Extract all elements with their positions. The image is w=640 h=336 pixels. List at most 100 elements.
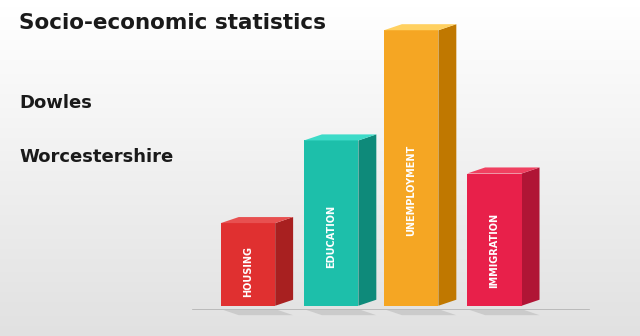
Bar — [0, 134, 640, 336]
Bar — [0, 178, 640, 336]
Polygon shape — [384, 309, 456, 315]
Bar — [0, 323, 640, 336]
Bar — [0, 205, 640, 336]
Bar — [0, 215, 640, 336]
Bar — [0, 252, 640, 336]
Bar — [0, 44, 640, 336]
Bar — [0, 249, 640, 336]
Bar — [0, 64, 640, 336]
Bar — [0, 333, 640, 336]
Bar — [0, 235, 640, 336]
Bar — [0, 71, 640, 336]
Polygon shape — [221, 309, 293, 315]
Bar — [0, 114, 640, 336]
Bar — [0, 245, 640, 336]
Bar — [0, 87, 640, 336]
Bar — [0, 265, 640, 336]
Bar — [0, 185, 640, 336]
Bar — [0, 131, 640, 336]
Bar — [0, 74, 640, 336]
Bar — [0, 242, 640, 336]
Bar — [0, 309, 640, 336]
Bar — [0, 279, 640, 336]
Bar — [0, 118, 640, 336]
Bar — [0, 299, 640, 336]
Bar — [0, 225, 640, 336]
Bar — [0, 282, 640, 336]
Bar — [0, 121, 640, 336]
Bar — [0, 175, 640, 336]
Polygon shape — [467, 309, 540, 315]
Bar — [0, 124, 640, 336]
Polygon shape — [221, 223, 275, 306]
Polygon shape — [275, 217, 293, 306]
Bar — [0, 222, 640, 336]
Bar — [0, 202, 640, 336]
Bar — [0, 192, 640, 336]
Bar — [0, 195, 640, 336]
Bar — [0, 77, 640, 336]
Bar — [0, 155, 640, 336]
Polygon shape — [384, 24, 456, 30]
Bar — [0, 312, 640, 336]
Bar — [0, 188, 640, 336]
Bar — [0, 67, 640, 336]
Bar — [0, 292, 640, 336]
Text: EDUCATION: EDUCATION — [326, 205, 336, 268]
Polygon shape — [221, 217, 293, 223]
Bar — [0, 276, 640, 336]
Polygon shape — [522, 167, 540, 306]
Bar — [0, 104, 640, 336]
Bar — [0, 158, 640, 336]
Bar — [0, 60, 640, 336]
Bar — [0, 101, 640, 336]
Bar — [0, 148, 640, 336]
Bar — [0, 40, 640, 336]
Bar — [0, 181, 640, 336]
Bar — [0, 50, 640, 336]
Bar — [0, 47, 640, 336]
Bar — [0, 171, 640, 336]
Bar — [0, 141, 640, 336]
Bar — [0, 168, 640, 336]
Bar — [0, 269, 640, 336]
Bar — [0, 232, 640, 336]
Polygon shape — [304, 140, 358, 306]
Bar — [0, 198, 640, 336]
Bar — [0, 84, 640, 336]
Bar — [0, 286, 640, 336]
Text: Dowles: Dowles — [19, 94, 92, 112]
Bar — [0, 316, 640, 336]
Bar — [0, 212, 640, 336]
Polygon shape — [467, 173, 522, 306]
Bar — [0, 97, 640, 336]
Polygon shape — [304, 309, 376, 315]
Bar — [0, 289, 640, 336]
Bar — [0, 94, 640, 336]
Bar — [0, 128, 640, 336]
Bar — [0, 165, 640, 336]
Polygon shape — [358, 134, 376, 306]
Bar — [0, 272, 640, 336]
Bar — [0, 151, 640, 336]
Polygon shape — [467, 167, 540, 173]
Bar — [0, 326, 640, 336]
Bar — [0, 218, 640, 336]
Bar — [0, 138, 640, 336]
Bar — [0, 306, 640, 336]
Bar — [0, 329, 640, 336]
Text: UNEMPLOYMENT: UNEMPLOYMENT — [406, 144, 416, 236]
Bar — [0, 54, 640, 336]
Text: IMMIGRATION: IMMIGRATION — [490, 213, 499, 288]
Bar — [0, 239, 640, 336]
Bar — [0, 259, 640, 336]
Bar — [0, 262, 640, 336]
Bar — [0, 57, 640, 336]
Text: Socio-economic statistics: Socio-economic statistics — [19, 13, 326, 34]
Polygon shape — [304, 134, 376, 140]
Bar — [0, 296, 640, 336]
Polygon shape — [438, 24, 456, 306]
Bar — [0, 37, 640, 336]
Bar — [0, 208, 640, 336]
Bar — [0, 319, 640, 336]
